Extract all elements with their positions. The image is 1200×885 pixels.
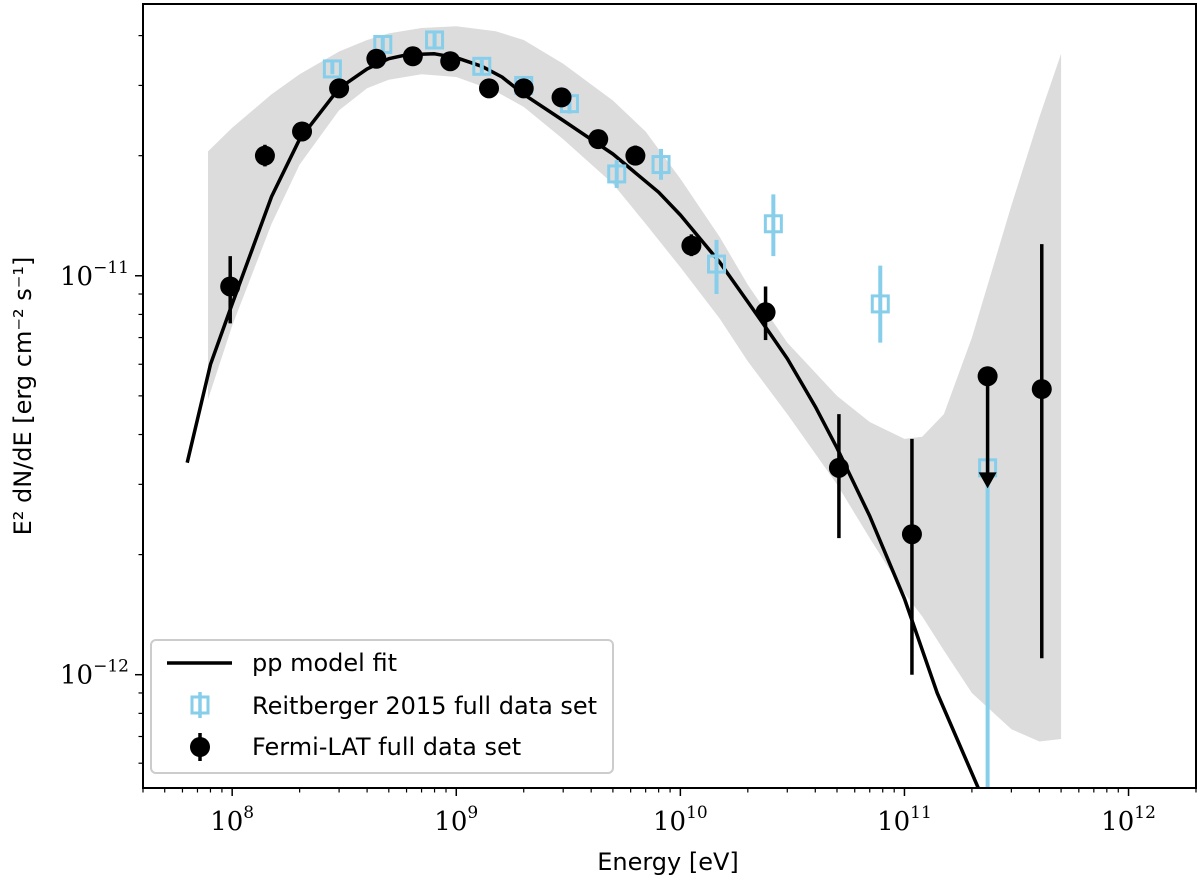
legend-square-marker: [190, 692, 210, 718]
fermi-marker: [551, 87, 572, 108]
reitberger-point-8: [707, 239, 727, 295]
fermi-point-4: [366, 48, 387, 69]
y-tick-label-1: 10−12: [60, 657, 129, 691]
legend-label-fermi: Fermi-LAT full data set: [252, 733, 521, 761]
reitberger-point-10: [870, 265, 890, 343]
fermi-marker: [366, 48, 387, 69]
x-tick-label-0: 108: [210, 803, 254, 837]
fermi-point-13: [755, 286, 776, 341]
reitberger-marker: [607, 164, 627, 184]
fermi-point-2: [292, 121, 313, 142]
model-uncertainty-band: [208, 26, 1062, 742]
legend: pp model fit Reitberger 2015 full data s…: [150, 639, 614, 774]
fermi-point-17: [1031, 244, 1052, 659]
fermi-marker: [329, 78, 350, 99]
reitberger-point-9: [763, 194, 783, 257]
fermi-series: [220, 46, 1052, 675]
fermi-point-15: [901, 438, 922, 675]
axis-ticks: 108 109 1010 1011 1012 10−11 10−12: [60, 34, 1197, 837]
y-tick-label-0: 10−11: [60, 258, 129, 292]
fermi-point-3: [329, 78, 350, 99]
x-tick-label-4: 1012: [1101, 803, 1156, 837]
reitberger-point-0: [322, 59, 342, 79]
fermi-marker: [513, 78, 534, 99]
fermi-marker: [440, 51, 461, 72]
fermi-point-11: [625, 145, 646, 166]
fermi-point-12: [681, 234, 702, 257]
fermi-marker: [625, 145, 646, 166]
fermi-point-5: [402, 46, 423, 67]
reitberger-marker: [763, 214, 783, 234]
x-tick-label-1: 109: [434, 803, 478, 837]
model-fit-layer: [185, 52, 981, 788]
fermi-point-0: [220, 256, 241, 324]
x-tick-label-2: 1010: [653, 803, 708, 837]
reitberger-point-3: [472, 56, 492, 76]
fermi-point-6: [440, 51, 461, 72]
fermi-upper-limit-arrow: [978, 472, 997, 489]
reitberger-point-6: [607, 160, 627, 188]
band-area: [208, 26, 1062, 742]
fermi-marker: [479, 78, 500, 99]
fermi-marker: [828, 457, 849, 478]
fermi-point-10: [588, 129, 609, 150]
legend-circle-marker: [190, 733, 210, 761]
legend-label-reitberger: Reitberger 2015 full data set: [252, 692, 597, 720]
fermi-marker: [1031, 379, 1052, 400]
legend-box: [150, 639, 614, 774]
fermi-marker: [977, 366, 998, 387]
fermi-point-9: [551, 87, 572, 108]
fermi-marker: [901, 524, 922, 545]
fermi-marker: [254, 145, 275, 166]
fermi-marker: [681, 235, 702, 256]
fermi-point-7: [479, 78, 500, 99]
fermi-marker: [292, 121, 313, 142]
reitberger-marker: [472, 56, 492, 76]
fermi-point-1: [254, 144, 275, 167]
fermi-marker: [402, 46, 423, 67]
fermi-point-8: [513, 78, 534, 99]
fermi-point-14: [828, 414, 849, 539]
reitberger-marker: [870, 294, 890, 314]
fermi-marker: [220, 276, 241, 297]
x-axis-label: Energy [eV]: [597, 848, 739, 876]
reitberger-marker: [425, 30, 445, 50]
fermi-point-16: [977, 366, 998, 489]
fermi-marker: [755, 302, 776, 323]
reitberger-marker: [651, 155, 671, 175]
reitberger-marker: [322, 59, 342, 79]
x-tick-label-3: 1011: [877, 803, 932, 837]
reitberger-point-2: [425, 30, 445, 50]
fermi-marker: [588, 129, 609, 150]
y-axis-label: E² dN/dE [erg cm⁻² s⁻¹]: [9, 257, 37, 536]
model-fit-line: [185, 52, 981, 788]
reitberger-point-7: [651, 148, 671, 180]
reitberger-marker: [707, 254, 727, 274]
legend-label-model: pp model fit: [252, 649, 397, 677]
